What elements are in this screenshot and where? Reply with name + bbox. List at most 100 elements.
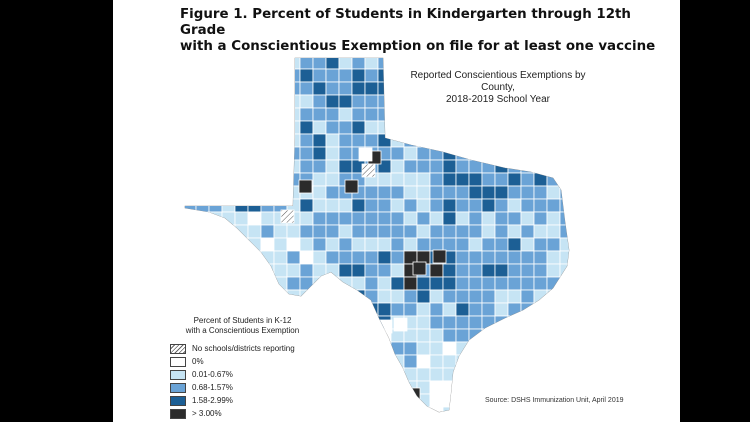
county-cell: [195, 146, 210, 161]
county-cell: [234, 211, 249, 226]
county-cell: [481, 354, 496, 369]
county-cell: [208, 146, 223, 161]
county-cell: [416, 224, 431, 239]
figure-slide: Figure 1. Percent of Students in Kinderg…: [113, 0, 680, 422]
county-cell: [208, 81, 223, 96]
county-cell: [442, 276, 457, 291]
county-cell: [481, 107, 496, 122]
county-cell: [377, 224, 392, 239]
county-cell: [286, 250, 301, 265]
county-cell: [455, 354, 470, 369]
county-cell: [221, 120, 236, 135]
county-cell: [546, 120, 561, 135]
legend-label: 1.58-2.99%: [192, 396, 233, 405]
county-cell: [312, 120, 327, 135]
county-cell: [390, 354, 405, 369]
county-cell: [377, 276, 392, 291]
county-cell: [195, 133, 210, 148]
county-cell: [377, 380, 392, 395]
county-cell: [260, 211, 275, 226]
county-cell: [559, 263, 569, 278]
county-cell: [390, 237, 405, 252]
county-cell: [481, 276, 496, 291]
county-cell-highlight: [358, 147, 373, 162]
county-cell: [247, 81, 262, 96]
county-cell: [416, 159, 431, 174]
county-cell: [390, 185, 405, 200]
county-cell: [208, 133, 223, 148]
county-cell: [208, 276, 223, 291]
county-cell: [325, 81, 340, 96]
county-cell: [546, 406, 561, 412]
county-cell: [429, 211, 444, 226]
county-cell: [390, 146, 405, 161]
county-cell: [185, 289, 197, 304]
legend-label: 0.01-0.67%: [192, 370, 233, 379]
county-cell: [494, 354, 509, 369]
county-cell: [494, 58, 509, 70]
county-cell: [195, 58, 210, 70]
county-cell: [481, 146, 496, 161]
county-cell: [195, 263, 210, 278]
county-cell: [185, 211, 197, 226]
county-cell: [273, 289, 288, 304]
county-cell: [195, 159, 210, 174]
county-cell: [468, 224, 483, 239]
county-cell: [247, 263, 262, 278]
county-cell: [403, 341, 418, 356]
figure-title: Figure 1. Percent of Students in Kinderg…: [180, 7, 660, 55]
county-cell: [429, 120, 444, 135]
county-cell: [442, 146, 457, 161]
county-cell: [559, 211, 569, 226]
county-cell: [546, 380, 561, 395]
county-cell: [494, 133, 509, 148]
county-cell: [377, 120, 392, 135]
county-cell: [338, 198, 353, 213]
county-cell: [429, 185, 444, 200]
county-cell: [221, 289, 236, 304]
county-cell: [429, 263, 444, 278]
county-cell: [416, 406, 431, 412]
county-cell: [533, 159, 548, 174]
county-cell: [185, 58, 197, 70]
county-cell: [325, 198, 340, 213]
county-cell: [260, 224, 275, 239]
county-cell: [325, 133, 340, 148]
county-cell: [481, 211, 496, 226]
county-cell: [481, 237, 496, 252]
county-cell: [247, 172, 262, 187]
county-cell: [221, 81, 236, 96]
county-cell: [455, 146, 470, 161]
county-cell: [455, 250, 470, 265]
county-cell: [416, 289, 431, 304]
county-cell: [494, 276, 509, 291]
county-cell-highlight: [298, 179, 313, 194]
county-cell: [338, 263, 353, 278]
county-cell: [195, 198, 210, 213]
county-cell-highlight: [344, 179, 359, 194]
county-cell: [494, 341, 509, 356]
county-cell: [286, 276, 301, 291]
county-cell: [260, 198, 275, 213]
county-cell: [442, 237, 457, 252]
county-cell: [312, 81, 327, 96]
figure-title-line-2: with a Conscientious Exemption on file f…: [180, 39, 656, 54]
county-cell: [416, 237, 431, 252]
county-cell: [533, 211, 548, 226]
county-cell: [429, 107, 444, 122]
county-cell: [390, 250, 405, 265]
county-cell: [299, 94, 314, 109]
county-cell: [338, 302, 353, 317]
source-note: Source: DSHS Immunization Unit, April 20…: [485, 397, 624, 404]
county-cell: [390, 302, 405, 317]
county-cell: [559, 146, 569, 161]
county-cell: [364, 94, 379, 109]
county-cell: [468, 302, 483, 317]
county-cell: [442, 393, 457, 408]
county-cell: [286, 146, 301, 161]
county-cell: [185, 107, 197, 122]
county-cell: [507, 172, 522, 187]
county-cell: [299, 263, 314, 278]
county-cell: [520, 328, 535, 343]
county-cell: [481, 172, 496, 187]
